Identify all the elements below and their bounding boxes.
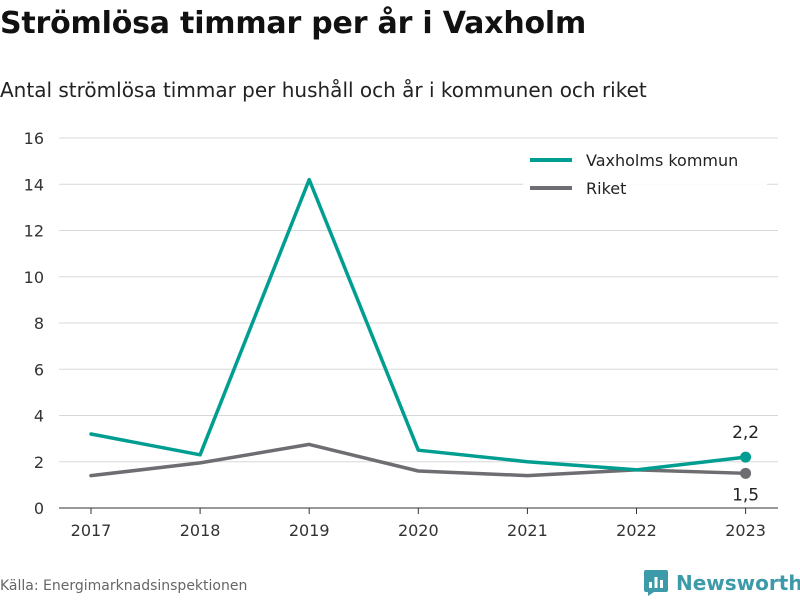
end-marker-riket — [740, 467, 752, 479]
y-tick-label: 0 — [34, 499, 44, 518]
y-tick-label: 8 — [34, 314, 44, 333]
legend-label: Vaxholms kommun — [586, 151, 738, 170]
chart-subtitle: Antal strömlösa timmar per hushåll och å… — [0, 78, 647, 102]
end-value-label: 1,5 — [732, 485, 759, 505]
series-line-vaxholms-kommun — [89, 177, 748, 472]
data-point — [306, 177, 312, 183]
legend-label: Riket — [586, 179, 626, 198]
y-tick-label: 16 — [24, 129, 44, 148]
newsworthy-logo-icon — [644, 570, 668, 596]
x-tick-label: 2017 — [71, 521, 112, 540]
x-tick-label: 2022 — [616, 521, 657, 540]
end-value-label: 2,2 — [732, 423, 759, 443]
data-point — [524, 459, 530, 465]
data-point — [415, 447, 421, 453]
data-point — [88, 473, 94, 479]
y-tick-label: 4 — [34, 407, 44, 426]
x-tick-label: 2023 — [725, 521, 766, 540]
y-tick-label: 2 — [34, 453, 44, 472]
y-tick-label: 14 — [24, 175, 44, 194]
data-point — [88, 431, 94, 437]
x-tick-label: 2018 — [180, 521, 221, 540]
y-tick-label: 10 — [24, 268, 44, 287]
x-tick-label: 2020 — [398, 521, 439, 540]
chart-title: Strömlösa timmar per år i Vaxholm — [0, 6, 587, 41]
end-marker-vaxholms-kommun — [740, 451, 752, 463]
x-tick-label: 2019 — [289, 521, 330, 540]
data-point — [415, 468, 421, 474]
brand-name: Newsworthy — [676, 571, 800, 595]
brand-logo: Newsworthy — [644, 570, 800, 596]
data-point — [197, 452, 203, 458]
y-tick-label: 12 — [24, 222, 44, 241]
data-point — [524, 473, 530, 479]
data-point — [306, 441, 312, 447]
source-note: Källa: Energimarknadsinspektionen — [0, 578, 248, 594]
x-tick-label: 2021 — [507, 521, 548, 540]
data-point — [634, 467, 640, 473]
data-point — [197, 460, 203, 466]
y-tick-label: 6 — [34, 360, 44, 379]
